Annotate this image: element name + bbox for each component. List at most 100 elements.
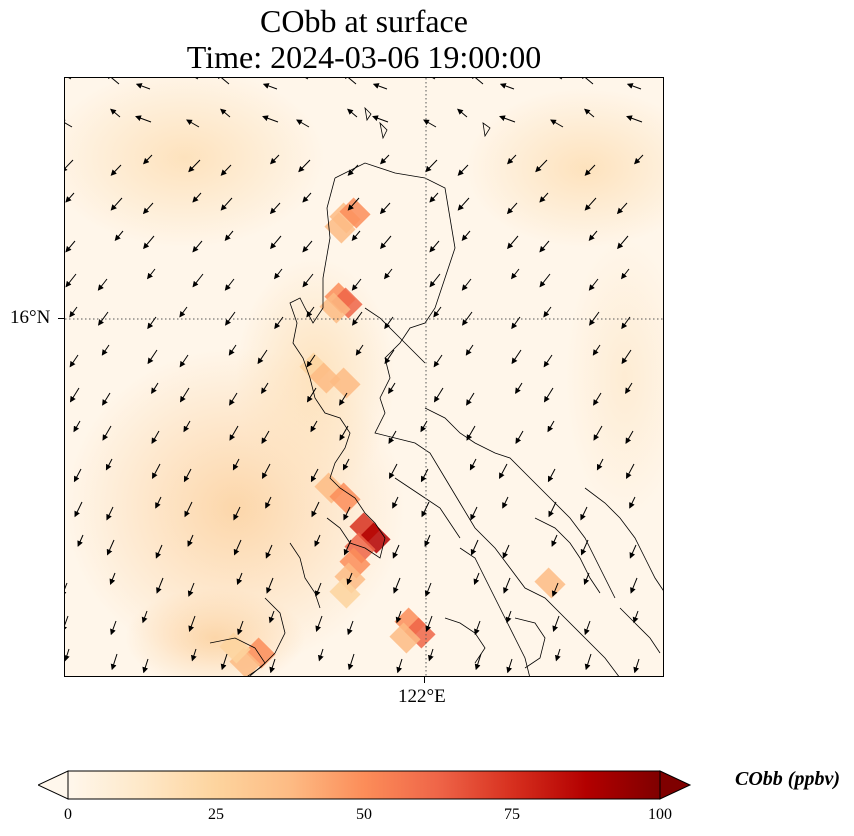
wind-arrow: [339, 425, 349, 441]
wind-arrow: [392, 496, 399, 509]
wind-arrow: [142, 658, 149, 674]
wind-arrow: [224, 230, 234, 241]
wind-arrow: [634, 154, 644, 165]
wind-arrow: [69, 354, 79, 368]
map-panel: [64, 77, 664, 677]
wind-arrow: [184, 501, 193, 518]
wind-arrow: [315, 615, 323, 632]
wind-arrow: [462, 311, 473, 326]
wind-arrow: [424, 582, 432, 597]
wind-arrow: [499, 83, 515, 90]
hotspot-cell: [329, 577, 361, 609]
wind-arrow: [77, 534, 84, 547]
wind-arrow: [470, 506, 478, 521]
wind-arrow: [506, 658, 513, 674]
wind-arrow: [579, 78, 594, 85]
wind-arrow: [296, 119, 310, 128]
hotspot-cell: [219, 632, 251, 664]
wind-arrow: [343, 539, 352, 556]
lat-tick: [58, 318, 64, 319]
wind-arrow: [192, 240, 203, 253]
wind-arrow: [302, 192, 312, 203]
wind-arrow: [192, 192, 202, 203]
lon-tick: [424, 677, 425, 683]
wind-arrow: [187, 582, 195, 597]
wind-arrow: [584, 197, 597, 211]
wind-arrow: [233, 506, 241, 521]
colorbar-tick-75: 75: [504, 806, 520, 823]
map-title: CObb at surface: [260, 3, 468, 39]
wind-arrow: [306, 387, 317, 403]
wind-arrow: [502, 544, 510, 559]
wind-arrow: [424, 534, 431, 547]
colorbar-gradient: [68, 771, 660, 799]
wind-arrow: [261, 430, 270, 444]
wind-arrow: [269, 202, 281, 215]
wind-arrow: [228, 344, 237, 356]
wind-arrow: [630, 577, 638, 594]
coastline: [209, 106, 663, 676]
wind-arrow: [550, 78, 563, 80]
wind-arrow: [465, 344, 474, 356]
hotspot-cell: [404, 617, 436, 649]
wind-arrow: [225, 311, 236, 326]
wind-arrow: [395, 610, 402, 624]
wind-arrow: [220, 108, 231, 118]
wind-arrow: [152, 463, 161, 479]
hotspot-cell: [331, 287, 363, 319]
hotspot-cell: [309, 362, 341, 394]
wind-arrow: [469, 78, 484, 85]
wind-arrow: [383, 268, 393, 280]
wind-arrow: [74, 501, 83, 518]
wind-arrow: [420, 420, 428, 433]
wind-arrow: [229, 392, 238, 406]
wind-arrow: [347, 108, 358, 118]
wind-arrow: [625, 430, 634, 444]
wind-arrow: [589, 311, 600, 326]
wind-arrow: [584, 108, 595, 118]
wind-arrow: [105, 78, 120, 85]
wind-arrow: [347, 164, 359, 176]
wind-arrow: [135, 83, 151, 90]
wind-arrow: [425, 615, 433, 632]
wind-arrow: [372, 83, 388, 90]
wind-arrow: [429, 192, 439, 203]
wind-arrow: [379, 202, 391, 215]
wind-arrow: [423, 119, 437, 128]
wind-arrow: [543, 354, 553, 368]
wind-arrow: [229, 425, 239, 441]
wind-arrow: [392, 544, 400, 559]
wind-arrow: [179, 306, 188, 318]
wind-arrow: [261, 382, 269, 395]
wind-arrow: [69, 387, 80, 403]
wind-arrow: [65, 192, 75, 203]
hotspot-cell: [329, 482, 361, 514]
wind-arrow: [268, 610, 275, 624]
wind-arrow: [151, 382, 159, 395]
wind-arrow: [580, 506, 588, 521]
wind-arrow: [265, 544, 273, 559]
wind-arrow: [535, 159, 548, 173]
wind-arrow: [617, 235, 629, 250]
wind-arrow: [466, 425, 476, 441]
wind-arrow: [429, 273, 441, 288]
wind-arrow: [98, 311, 109, 326]
wind-arrow: [384, 316, 394, 330]
hotspot-cell: [389, 622, 421, 654]
colorbar-label: CObb (ppbv): [735, 768, 840, 790]
wind-arrow: [183, 468, 192, 483]
wind-arrow: [629, 544, 637, 559]
wind-arrow: [384, 349, 395, 365]
wind-arrow: [511, 316, 521, 330]
wind-arrow: [342, 78, 357, 85]
wind-arrow: [461, 230, 471, 241]
wind-arrow: [502, 496, 509, 509]
wind-arrow: [179, 387, 190, 403]
wind-arrow: [539, 240, 550, 253]
colorbar: [38, 770, 692, 800]
wind-arrow: [466, 392, 475, 406]
hotspot-cell: [319, 292, 351, 324]
wind-arrow: [106, 539, 115, 556]
wind-arrow: [296, 78, 309, 80]
wind-arrow: [352, 311, 363, 326]
